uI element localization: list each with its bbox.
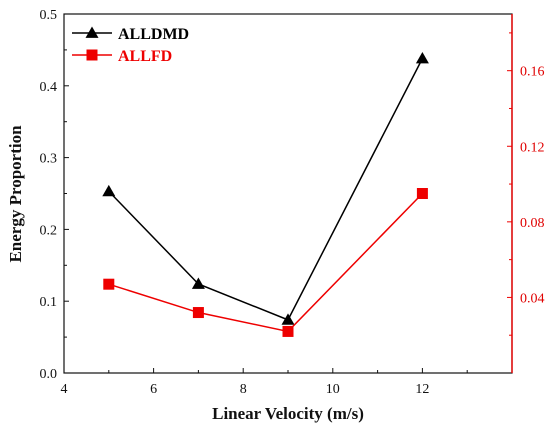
x-tick-label: 4 [61, 382, 68, 397]
legend-label: ALLFD [118, 48, 172, 65]
data-point [103, 278, 115, 290]
y2-tick-label: 0.04 [520, 291, 545, 306]
legend-label: ALLDMD [118, 26, 189, 43]
y-tick-label: 0.2 [40, 223, 58, 238]
data-point [192, 307, 204, 319]
x-axis-title: Linear Velocity (m/s) [212, 404, 364, 423]
series-allfd [103, 188, 428, 337]
series-line [108, 58, 424, 321]
series-alldmd [102, 52, 429, 325]
data-point [282, 325, 294, 337]
y-tick-label: 0.5 [40, 8, 58, 23]
y-tick-label: 0.1 [40, 295, 58, 310]
data-point [415, 52, 429, 64]
legend-item: ALLFD [72, 48, 172, 65]
legend: ALLDMD ALLFD [72, 26, 189, 65]
legend-marker [86, 49, 98, 61]
x-tick-label: 6 [150, 382, 157, 397]
x-tick-label: 10 [326, 382, 340, 397]
y-tick-label: 0.0 [40, 367, 58, 382]
y2-tick-label: 0.08 [520, 216, 545, 231]
data-point [102, 184, 116, 197]
series-line [108, 192, 423, 333]
x-tick-label: 8 [240, 382, 247, 397]
x-tick-label: 12 [415, 382, 429, 397]
legend-marker [85, 26, 99, 38]
legend-item: ALLDMD [72, 26, 189, 43]
data-point [281, 313, 295, 325]
y-tick-label: 0.3 [40, 152, 58, 167]
data-point [191, 277, 205, 289]
y-tick-label: 0.4 [40, 80, 58, 95]
y2-tick-label: 0.16 [520, 65, 545, 80]
y-axis-title: Energy Proportion [6, 125, 25, 263]
data-point [416, 188, 428, 199]
y2-tick-label: 0.12 [520, 140, 545, 155]
